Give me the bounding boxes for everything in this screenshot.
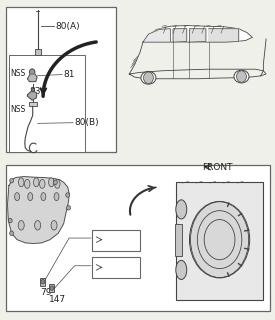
Polygon shape <box>28 91 37 100</box>
Bar <box>40 278 45 286</box>
Polygon shape <box>189 29 206 42</box>
Bar <box>29 102 37 107</box>
Ellipse shape <box>234 70 249 83</box>
Bar <box>175 224 182 256</box>
Ellipse shape <box>40 180 45 188</box>
Circle shape <box>144 72 153 84</box>
Bar <box>92 257 140 278</box>
Text: FRONT: FRONT <box>202 163 232 172</box>
Ellipse shape <box>18 220 24 230</box>
Ellipse shape <box>34 178 39 187</box>
Text: 79: 79 <box>40 288 51 297</box>
Ellipse shape <box>41 193 46 201</box>
Circle shape <box>29 69 35 75</box>
Circle shape <box>236 71 246 82</box>
Ellipse shape <box>15 193 20 201</box>
Polygon shape <box>7 177 69 244</box>
Ellipse shape <box>28 193 33 201</box>
Ellipse shape <box>49 178 54 187</box>
Ellipse shape <box>176 200 187 219</box>
Text: 80(A): 80(A) <box>56 22 80 31</box>
Ellipse shape <box>189 201 250 278</box>
Circle shape <box>31 88 35 92</box>
Text: E-10: E-10 <box>96 234 116 243</box>
Bar <box>176 182 263 300</box>
Text: 147: 147 <box>50 295 67 304</box>
Ellipse shape <box>18 178 24 187</box>
Ellipse shape <box>51 220 57 230</box>
Ellipse shape <box>55 180 60 188</box>
Text: 80(B): 80(B) <box>75 118 99 127</box>
Ellipse shape <box>35 220 41 230</box>
Ellipse shape <box>24 180 30 188</box>
Circle shape <box>10 179 13 183</box>
Text: NSS: NSS <box>10 106 25 115</box>
Circle shape <box>10 231 13 236</box>
Ellipse shape <box>176 260 187 279</box>
Bar <box>92 230 140 251</box>
Bar <box>6 7 115 152</box>
Circle shape <box>50 286 54 290</box>
Polygon shape <box>173 29 187 42</box>
Ellipse shape <box>54 193 59 201</box>
Polygon shape <box>143 26 252 42</box>
Text: NSS: NSS <box>10 69 25 78</box>
Circle shape <box>54 180 57 185</box>
Circle shape <box>41 279 45 284</box>
Circle shape <box>67 205 70 210</box>
Bar <box>50 284 54 292</box>
Text: 81: 81 <box>64 70 75 79</box>
Text: 83: 83 <box>29 87 41 96</box>
Bar <box>35 50 41 55</box>
Polygon shape <box>209 29 239 42</box>
Polygon shape <box>143 29 170 42</box>
Polygon shape <box>28 74 37 82</box>
Circle shape <box>66 193 70 197</box>
Bar <box>9 55 85 152</box>
Text: E-3-2: E-3-2 <box>94 262 118 271</box>
Ellipse shape <box>141 71 156 84</box>
Circle shape <box>8 218 12 223</box>
Bar <box>6 165 270 311</box>
